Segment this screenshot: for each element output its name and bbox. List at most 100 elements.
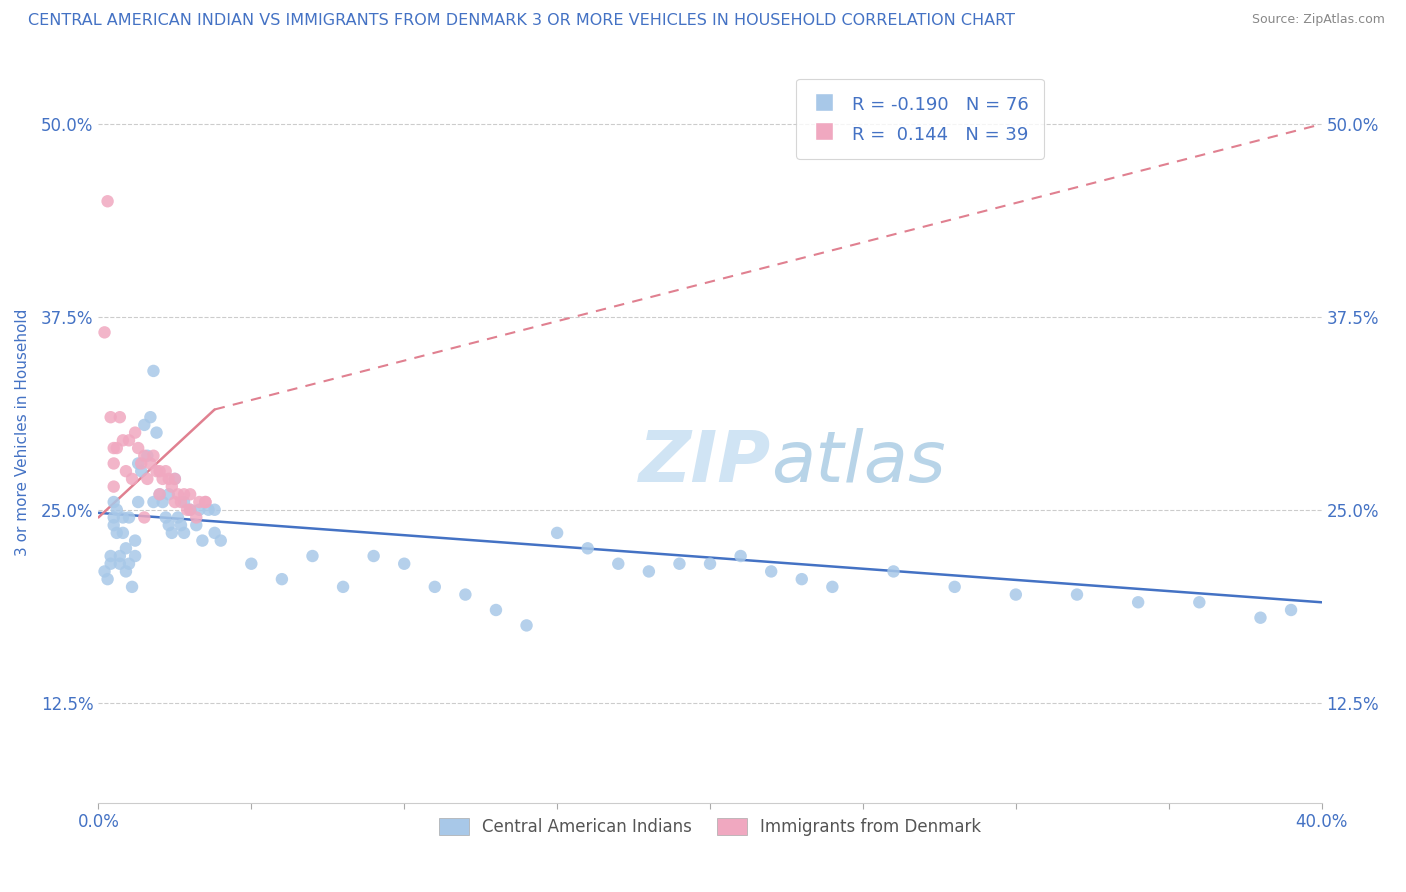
- Point: [1004, 588, 1026, 602]
- Point: [149, 464, 172, 478]
- Point: [155, 510, 177, 524]
- Point: [270, 572, 292, 586]
- Point: [145, 425, 167, 440]
- Point: [167, 510, 190, 524]
- Point: [301, 549, 323, 563]
- Point: [240, 557, 263, 571]
- Point: [943, 580, 966, 594]
- Point: [163, 495, 186, 509]
- Point: [129, 457, 152, 471]
- Point: [111, 525, 134, 540]
- Point: [188, 502, 211, 516]
- Point: [179, 487, 201, 501]
- Point: [142, 364, 165, 378]
- Point: [163, 472, 186, 486]
- Point: [179, 502, 201, 516]
- Point: [160, 525, 183, 540]
- Point: [1249, 611, 1271, 625]
- Point: [134, 417, 156, 432]
- Point: [149, 487, 172, 501]
- Point: [209, 533, 232, 548]
- Point: [485, 603, 508, 617]
- Point: [139, 410, 162, 425]
- Point: [730, 549, 752, 563]
- Point: [103, 480, 125, 494]
- Point: [170, 495, 193, 509]
- Text: CENTRAL AMERICAN INDIAN VS IMMIGRANTS FROM DENMARK 3 OR MORE VEHICLES IN HOUSEHO: CENTRAL AMERICAN INDIAN VS IMMIGRANTS FR…: [28, 13, 1015, 29]
- Y-axis label: 3 or more Vehicles in Household: 3 or more Vehicles in Household: [15, 309, 30, 557]
- Point: [100, 549, 122, 563]
- Point: [121, 472, 143, 486]
- Point: [103, 518, 125, 533]
- Point: [454, 588, 477, 602]
- Point: [134, 449, 156, 463]
- Point: [93, 326, 115, 340]
- Point: [134, 510, 156, 524]
- Point: [149, 487, 172, 501]
- Point: [124, 425, 146, 440]
- Point: [173, 525, 195, 540]
- Point: [136, 449, 159, 463]
- Point: [108, 410, 131, 425]
- Point: [191, 533, 214, 548]
- Point: [142, 495, 165, 509]
- Point: [197, 502, 219, 516]
- Point: [97, 572, 120, 586]
- Point: [111, 434, 134, 448]
- Point: [152, 495, 174, 509]
- Point: [186, 510, 208, 524]
- Point: [332, 580, 354, 594]
- Point: [100, 557, 122, 571]
- Point: [118, 434, 141, 448]
- Point: [118, 510, 141, 524]
- Point: [105, 502, 128, 516]
- Point: [204, 502, 226, 516]
- Point: [108, 549, 131, 563]
- Point: [188, 495, 211, 509]
- Point: [423, 580, 446, 594]
- Point: [173, 495, 195, 509]
- Point: [1279, 603, 1302, 617]
- Point: [699, 557, 721, 571]
- Point: [105, 525, 128, 540]
- Point: [1066, 588, 1088, 602]
- Point: [111, 510, 134, 524]
- Point: [103, 457, 125, 471]
- Point: [105, 441, 128, 455]
- Point: [173, 487, 195, 501]
- Point: [186, 518, 208, 533]
- Point: [93, 565, 115, 579]
- Point: [103, 495, 125, 509]
- Point: [155, 464, 177, 478]
- Point: [194, 495, 217, 509]
- Point: [127, 457, 149, 471]
- Point: [115, 541, 138, 556]
- Point: [129, 464, 152, 478]
- Point: [152, 472, 174, 486]
- Point: [160, 480, 183, 494]
- Point: [1128, 595, 1150, 609]
- Point: [668, 557, 690, 571]
- Point: [157, 487, 180, 501]
- Point: [546, 525, 568, 540]
- Point: [97, 194, 120, 209]
- Point: [118, 557, 141, 571]
- Point: [103, 441, 125, 455]
- Point: [821, 580, 844, 594]
- Point: [157, 518, 180, 533]
- Point: [176, 502, 198, 516]
- Point: [142, 449, 165, 463]
- Point: [136, 472, 159, 486]
- Point: [516, 618, 538, 632]
- Point: [124, 549, 146, 563]
- Point: [363, 549, 385, 563]
- Point: [108, 557, 131, 571]
- Point: [103, 510, 125, 524]
- Point: [139, 457, 162, 471]
- Text: ZIP: ZIP: [638, 428, 772, 497]
- Point: [576, 541, 599, 556]
- Point: [167, 487, 190, 501]
- Point: [127, 495, 149, 509]
- Point: [124, 533, 146, 548]
- Point: [1188, 595, 1211, 609]
